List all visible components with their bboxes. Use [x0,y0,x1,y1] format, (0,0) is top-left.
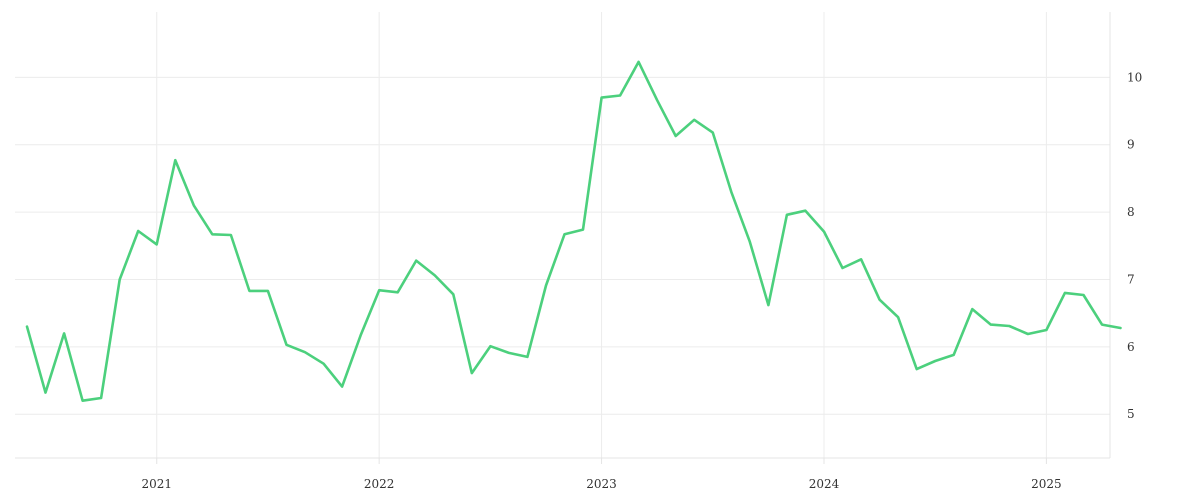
series-line [25,60,1122,402]
x-tick-label: 2023 [586,477,617,491]
y-tick-label: 10 [1127,70,1142,84]
tick-labels: 5 6 7 8 9 10 2021 2022 2023 2024 2025 [141,70,1142,491]
y-tick-label: 7 [1127,272,1135,286]
x-tick-label: 2025 [1031,477,1062,491]
x-tick-label: 2022 [364,477,395,491]
x-tick-label: 2021 [141,477,172,491]
gridlines [15,12,1110,458]
y-tick-label: 8 [1127,205,1135,219]
y-tick-label: 5 [1127,407,1135,421]
axes [15,12,1111,464]
series [25,60,1122,402]
y-tick-label: 6 [1127,340,1135,354]
x-tick-label: 2024 [809,477,840,491]
y-tick-label: 9 [1127,138,1135,152]
